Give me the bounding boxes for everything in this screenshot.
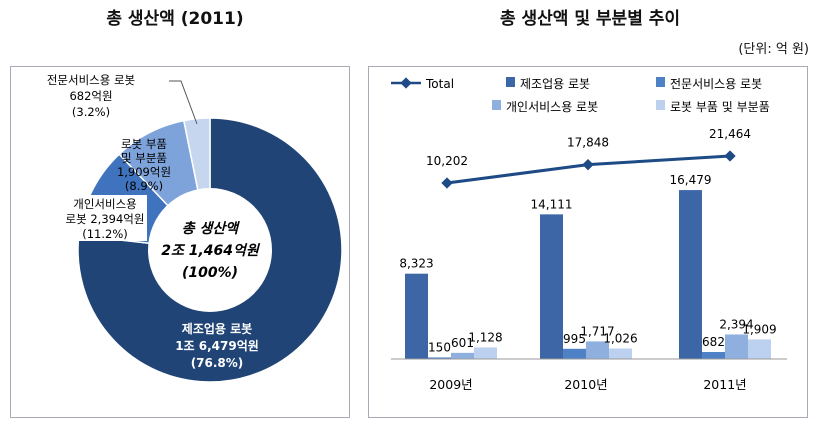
bar-chart-panel: Total 제조업용 로봇 전문서비스용 로봇 개인서비스용 로봇 로봇 부품 … xyxy=(368,66,808,418)
slice-label-parts-name2: 및 부분품 xyxy=(121,151,167,165)
x-tick-label-1: 2009년 xyxy=(429,377,472,392)
legend-swatch-parts xyxy=(656,100,665,110)
bar-label-parts-2: 1,026 xyxy=(603,331,637,345)
bar-personal-1 xyxy=(451,352,474,359)
leader-line-professional xyxy=(169,80,198,125)
center-label-total: 2조 1,464억원 xyxy=(161,243,261,259)
bar-chart-title: 총 생산액 및 부분별 추이 xyxy=(499,9,681,29)
bar-label-personal-3: 2,394 xyxy=(719,317,753,331)
x-tick-label-2: 2010년 xyxy=(564,377,607,392)
bar-label-manufacturing-3: 16,479 xyxy=(670,173,712,187)
total-marker-1 xyxy=(441,177,453,189)
legend: Total 제조업용 로봇 전문서비스용 로봇 개인서비스용 로봇 로봇 부품 … xyxy=(391,77,770,114)
slice-label-manufacturing-name: 제조업용 로봇 xyxy=(182,321,252,336)
legend-label-manufacturing: 제조업용 로봇 xyxy=(520,77,590,91)
slice-label-manufacturing-percent: (76.8%) xyxy=(191,356,244,370)
unit-label: (단위: 억 원) xyxy=(738,42,809,57)
pie-chart-title: 총 생산액 (2011) xyxy=(106,9,244,29)
total-label-2: 17,848 xyxy=(567,136,609,150)
bar-parts-2 xyxy=(609,348,632,359)
slice-label-professional-name: 전문서비스용 로봇 xyxy=(47,73,135,87)
total-marker-2 xyxy=(582,159,594,171)
slice-label-personal-percent: (11.2%) xyxy=(82,227,128,241)
bar-personal-3 xyxy=(725,334,748,359)
slice-label-parts-name: 로봇 부품 xyxy=(121,137,167,151)
donut-chart: 총 생산액 2조 1,464억원 (100%) 제조업용 로봇 1조 6,479… xyxy=(47,73,343,383)
bar-label-professional-2: 995 xyxy=(563,332,586,346)
bar-manufacturing-3 xyxy=(679,190,702,359)
bar-label-personal-2: 1,717 xyxy=(580,324,614,338)
bar-manufacturing-1 xyxy=(405,273,428,359)
x-tick-label-3: 2011년 xyxy=(703,377,746,392)
legend-swatch-professional xyxy=(656,77,665,87)
center-label-title: 총 생산액 xyxy=(182,221,241,237)
slice-label-manufacturing-value: 1조 6,479억원 xyxy=(175,339,259,353)
total-marker-3 xyxy=(724,150,736,162)
pie-chart-panel: 총 생산액 2조 1,464억원 (100%) 제조업용 로봇 1조 6,479… xyxy=(10,66,350,418)
slice-label-personal-value: 로봇 2,394억원 xyxy=(66,212,145,226)
legend-label-parts: 로봇 부품 및 부분품 xyxy=(670,100,770,114)
center-label-percent: (100%) xyxy=(182,265,238,281)
bar-professional-3 xyxy=(702,352,725,359)
slice-label-personal-box xyxy=(63,195,147,241)
legend-swatch-personal xyxy=(492,100,501,110)
bar-label-manufacturing-2: 14,111 xyxy=(531,197,573,211)
bar-label-parts-3: 1,909 xyxy=(742,322,776,336)
total-label-1: 10,202 xyxy=(426,154,468,168)
donut-hole xyxy=(148,188,272,312)
bar-label-professional-1: 150 xyxy=(428,340,451,354)
legend-label-total: Total xyxy=(425,77,454,91)
bar-parts-1 xyxy=(474,347,497,359)
bar-label-parts-1: 1,128 xyxy=(468,330,502,344)
slice-label-professional-value: 682억원 xyxy=(69,89,112,103)
legend-label-professional: 전문서비스용 로봇 xyxy=(670,77,762,91)
total-label-3: 21,464 xyxy=(709,127,751,141)
bar-manufacturing-2 xyxy=(540,214,563,359)
bar-professional-1 xyxy=(428,357,451,359)
bar-label-manufacturing-1: 8,323 xyxy=(399,257,433,271)
bar-professional-2 xyxy=(563,348,586,359)
bar-label-professional-3: 682 xyxy=(702,335,725,349)
legend-label-personal: 개인서비스용 로봇 xyxy=(506,100,598,114)
slice-label-parts-percent: (8.9%) xyxy=(125,179,163,193)
legend-swatch-manufacturing xyxy=(506,77,515,87)
legend-marker-total xyxy=(400,77,412,89)
bar-parts-3 xyxy=(748,339,771,359)
bar-personal-2 xyxy=(586,341,609,359)
bar-label-personal-1: 601 xyxy=(451,336,474,350)
slice-label-personal-name: 개인서비스용 xyxy=(73,197,136,211)
slice-label-professional-percent: (3.2%) xyxy=(72,105,110,119)
bar-line-chart: Total 제조업용 로봇 전문서비스용 로봇 개인서비스용 로봇 로봇 부품 … xyxy=(391,77,787,392)
slice-label-parts-value: 1,909억원 xyxy=(117,165,171,179)
